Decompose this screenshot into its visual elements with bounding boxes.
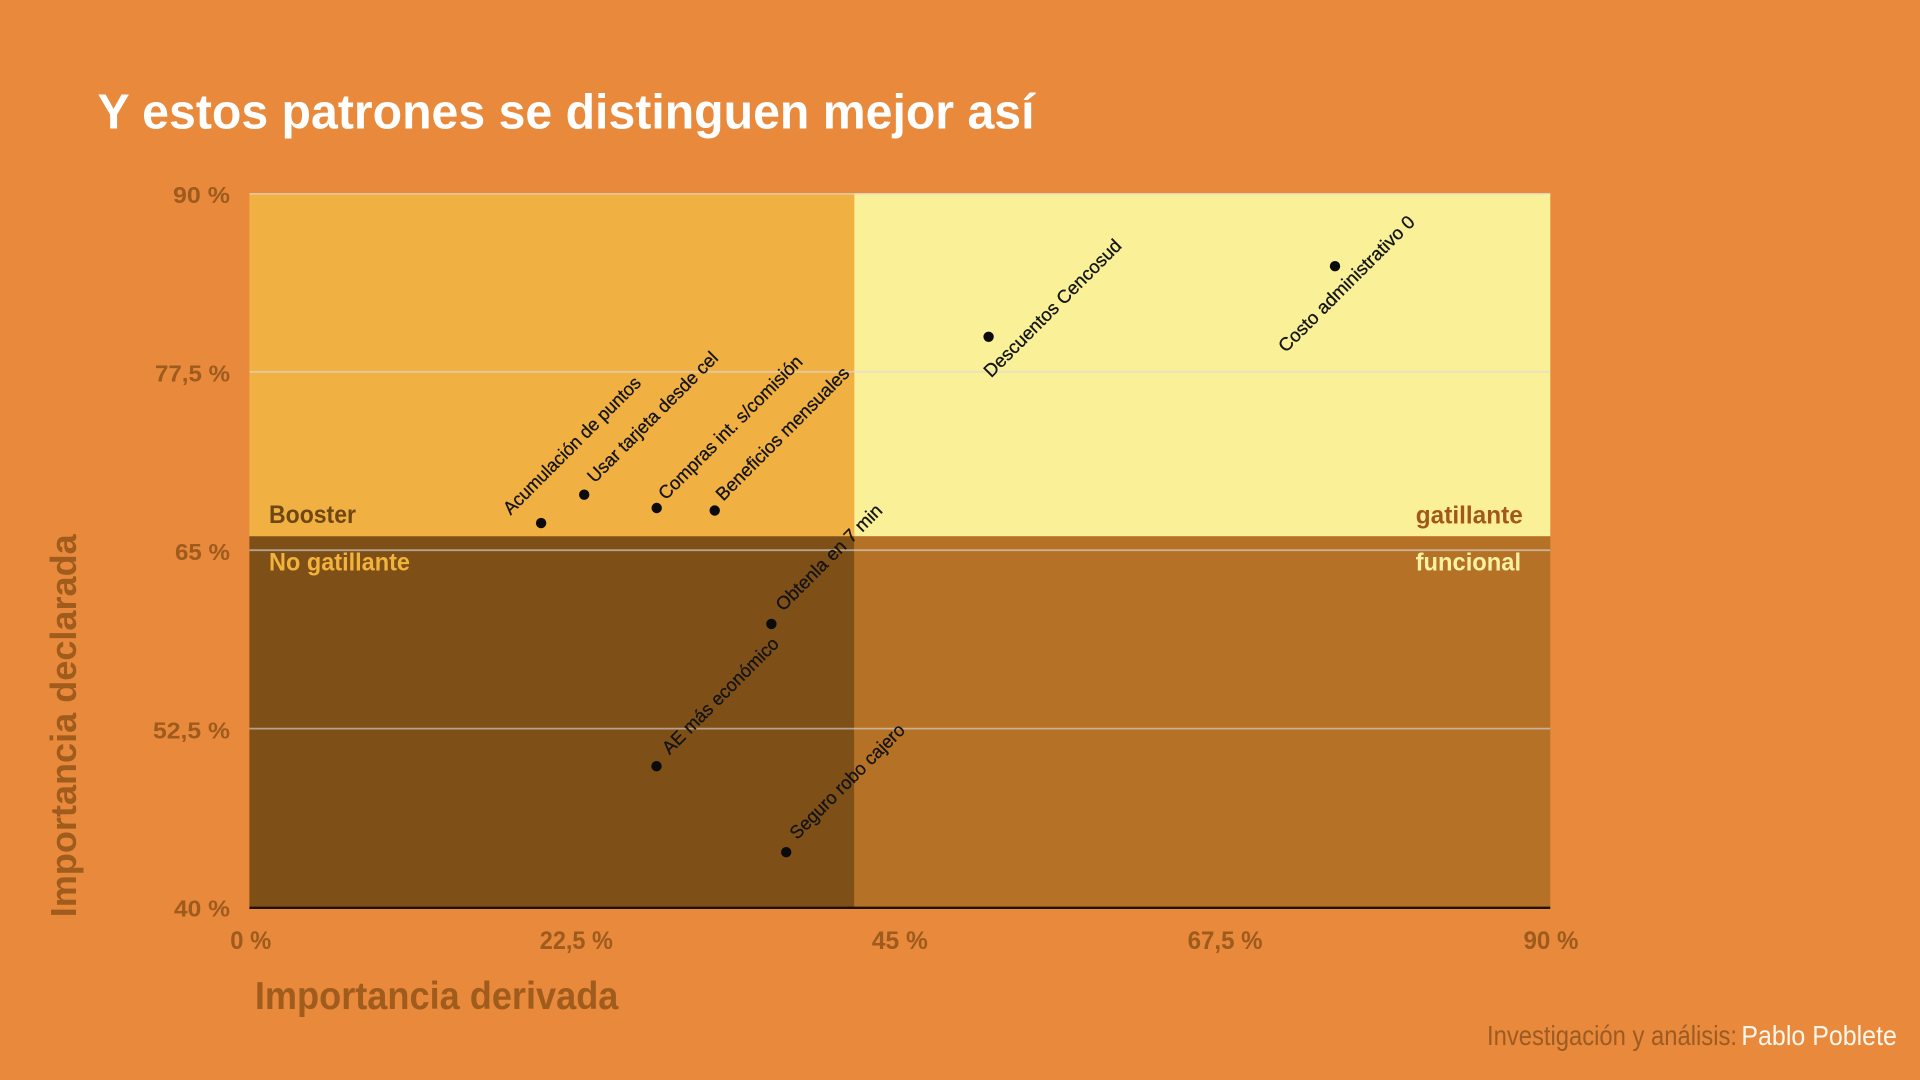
svg-text:Y estos patrones se distinguen: Y estos patrones se distinguen mejor así xyxy=(98,85,1036,139)
svg-text:90 %: 90 % xyxy=(1524,927,1579,955)
svg-text:40 %: 40 % xyxy=(174,896,230,922)
svg-text:65 %: 65 % xyxy=(175,539,230,565)
svg-text:52,5 %: 52,5 % xyxy=(153,717,230,743)
svg-text:Importancia derivada: Importancia derivada xyxy=(255,975,619,1018)
svg-text:45 %: 45 % xyxy=(872,927,928,955)
svg-text:No gatillante: No gatillante xyxy=(269,549,410,577)
svg-text:77,5 %: 77,5 % xyxy=(155,361,230,387)
svg-text:90 %: 90 % xyxy=(173,182,230,208)
svg-text:67,5 %: 67,5 % xyxy=(1188,927,1263,955)
svg-text:0 %: 0 % xyxy=(230,927,271,955)
svg-text:Pablo Poblete: Pablo Poblete xyxy=(1741,1020,1897,1051)
svg-text:Importancia declarada: Importancia declarada xyxy=(43,533,84,917)
svg-text:Booster: Booster xyxy=(269,501,356,529)
svg-text:22,5 %: 22,5 % xyxy=(540,927,613,955)
svg-text:gatillante: gatillante xyxy=(1416,501,1523,529)
svg-text:funcional: funcional xyxy=(1416,548,1522,576)
svg-text:Investigación y análisis:: Investigación y análisis: xyxy=(1487,1020,1737,1051)
